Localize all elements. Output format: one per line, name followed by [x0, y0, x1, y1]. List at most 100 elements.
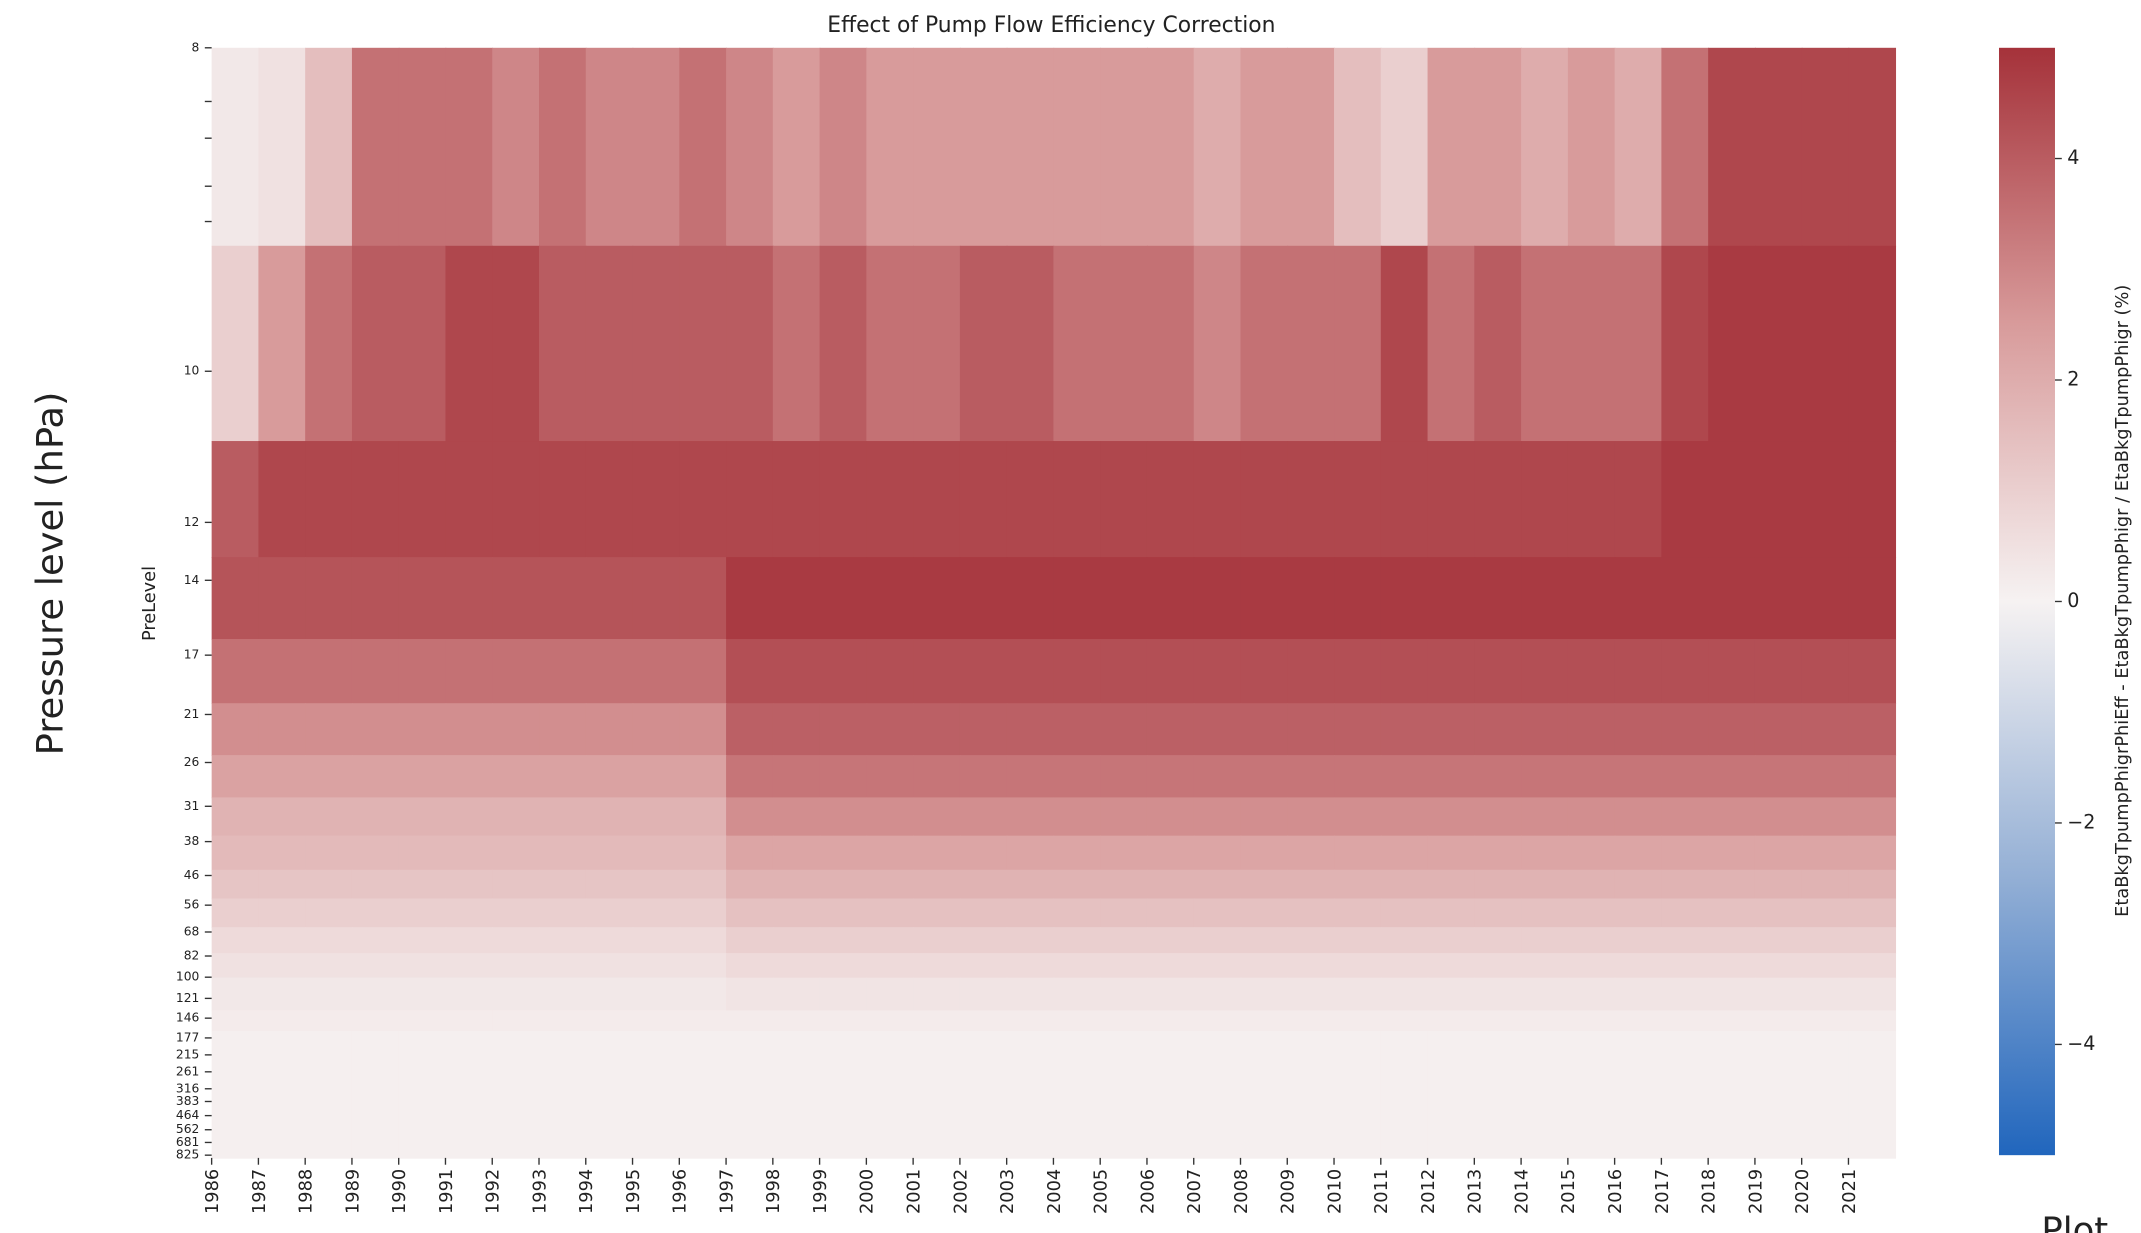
heatmap-cell	[772, 797, 821, 837]
heatmap-cell	[959, 557, 1008, 640]
heatmap-cell	[913, 755, 961, 799]
heatmap-cell	[819, 953, 868, 979]
heatmap-cell	[1100, 755, 1148, 799]
heatmap-cell	[1848, 557, 1897, 640]
heatmap-cell	[1708, 1030, 1756, 1159]
heatmap-cell	[866, 639, 914, 705]
heatmap-cell	[1474, 639, 1522, 705]
heatmap-cell	[1240, 557, 1289, 640]
heatmap-cell	[1146, 869, 1195, 900]
heatmap-cell	[913, 557, 961, 640]
heatmap-cell	[866, 47, 914, 247]
heatmap-cell	[1708, 835, 1756, 871]
heatmap-cell	[539, 245, 587, 442]
x-tick-label: 1994	[577, 1169, 597, 1214]
heatmap-cell	[1193, 869, 1242, 900]
x-tick-label: 2014	[1512, 1169, 1532, 1214]
heatmap-cell	[585, 245, 634, 442]
y-tick-label: 8	[192, 40, 200, 54]
heatmap-cell	[772, 1010, 821, 1032]
heatmap-cell	[1334, 557, 1382, 640]
heatmap-cell	[1240, 755, 1289, 799]
heatmap-cell	[1240, 639, 1289, 705]
x-tick-label: 2002	[951, 1169, 971, 1214]
heatmap-cell	[1848, 797, 1897, 837]
x-tick-label: 2010	[1325, 1169, 1345, 1214]
heatmap-cell	[1053, 797, 1102, 837]
heatmap-cell	[211, 557, 260, 640]
heatmap-cell	[1427, 927, 1476, 954]
heatmap-cell	[1100, 1010, 1148, 1032]
heatmap-cell	[258, 703, 306, 756]
heatmap-cell	[1848, 1010, 1897, 1032]
heatmap-cell	[1146, 639, 1195, 705]
heatmap-cell	[539, 869, 587, 900]
heatmap-cell	[398, 703, 447, 756]
heatmap-cell	[1100, 1030, 1148, 1159]
heatmap-cell	[1801, 47, 1850, 247]
heatmap-cell	[1754, 1010, 1803, 1032]
heatmap-cell	[726, 927, 774, 954]
heatmap-cell	[866, 557, 914, 640]
heatmap-cell	[1661, 927, 1709, 954]
heatmap-cell	[1614, 797, 1663, 837]
heatmap-cell	[819, 835, 868, 871]
heatmap-cell	[866, 1010, 914, 1032]
x-tick-label: 2017	[1653, 1169, 1673, 1214]
heatmap-cell	[585, 441, 634, 558]
heatmap-cell	[1521, 898, 1569, 928]
heatmap-cell	[1146, 245, 1195, 442]
heatmap-cell	[679, 953, 727, 979]
heatmap-cell	[1848, 1030, 1897, 1159]
heatmap-cell	[539, 977, 587, 1012]
heatmap-cell	[866, 797, 914, 837]
heatmap-cell	[492, 441, 540, 558]
x-tick-label: 2009	[1279, 1169, 1299, 1214]
heatmap-cell	[351, 927, 400, 954]
heatmap-cell	[1848, 441, 1897, 558]
heatmap-cell	[1240, 953, 1289, 979]
x-tick-label: 2021	[1840, 1169, 1860, 1214]
heatmap-cell	[1287, 703, 1335, 756]
heatmap-cell	[679, 869, 727, 900]
heatmap-cell	[1240, 835, 1289, 871]
colorbar-tick-label: 4	[2067, 146, 2079, 169]
heatmap-cell	[1100, 797, 1148, 837]
heatmap-cell	[1427, 441, 1476, 558]
heatmap-cell	[1801, 898, 1850, 928]
heatmap-cell	[1100, 898, 1148, 928]
heatmap-cell	[1380, 835, 1429, 871]
heatmap-cell	[819, 1010, 868, 1032]
heatmap-cell	[772, 703, 821, 756]
heatmap-cell	[398, 898, 447, 928]
heatmap-cell	[492, 1010, 540, 1032]
heatmap-cell	[1427, 245, 1476, 442]
heatmap-cell	[1287, 869, 1335, 900]
heatmap-cell	[679, 927, 727, 954]
heatmap-cell	[913, 1010, 961, 1032]
y-tick-label: 46	[184, 868, 200, 882]
heatmap-cell	[539, 703, 587, 756]
heatmap-cell	[1521, 755, 1569, 799]
heatmap-cell	[1521, 703, 1569, 756]
heatmap-cell	[679, 1010, 727, 1032]
heatmap-cell	[632, 953, 681, 979]
heatmap-cell	[679, 47, 727, 247]
heatmap-cell	[1567, 797, 1616, 837]
heatmap-cell	[211, 441, 260, 558]
heatmap-cell	[398, 1010, 447, 1032]
heatmap-cell	[1521, 835, 1569, 871]
heatmap-cell	[1334, 703, 1382, 756]
heatmap-cell	[679, 755, 727, 799]
heatmap-cell	[1754, 47, 1803, 247]
heatmap-cell	[1053, 1010, 1102, 1032]
heatmap-cell	[1801, 953, 1850, 979]
heatmap-cell	[1661, 977, 1709, 1012]
heatmap-cell	[211, 1010, 260, 1032]
heatmap-cell	[1754, 245, 1803, 442]
heatmap-cell	[1100, 869, 1148, 900]
x-tick-label: 1995	[624, 1169, 644, 1214]
heatmap-cell	[1848, 639, 1897, 705]
heatmap-cell	[1100, 703, 1148, 756]
heatmap-cell	[351, 245, 400, 442]
